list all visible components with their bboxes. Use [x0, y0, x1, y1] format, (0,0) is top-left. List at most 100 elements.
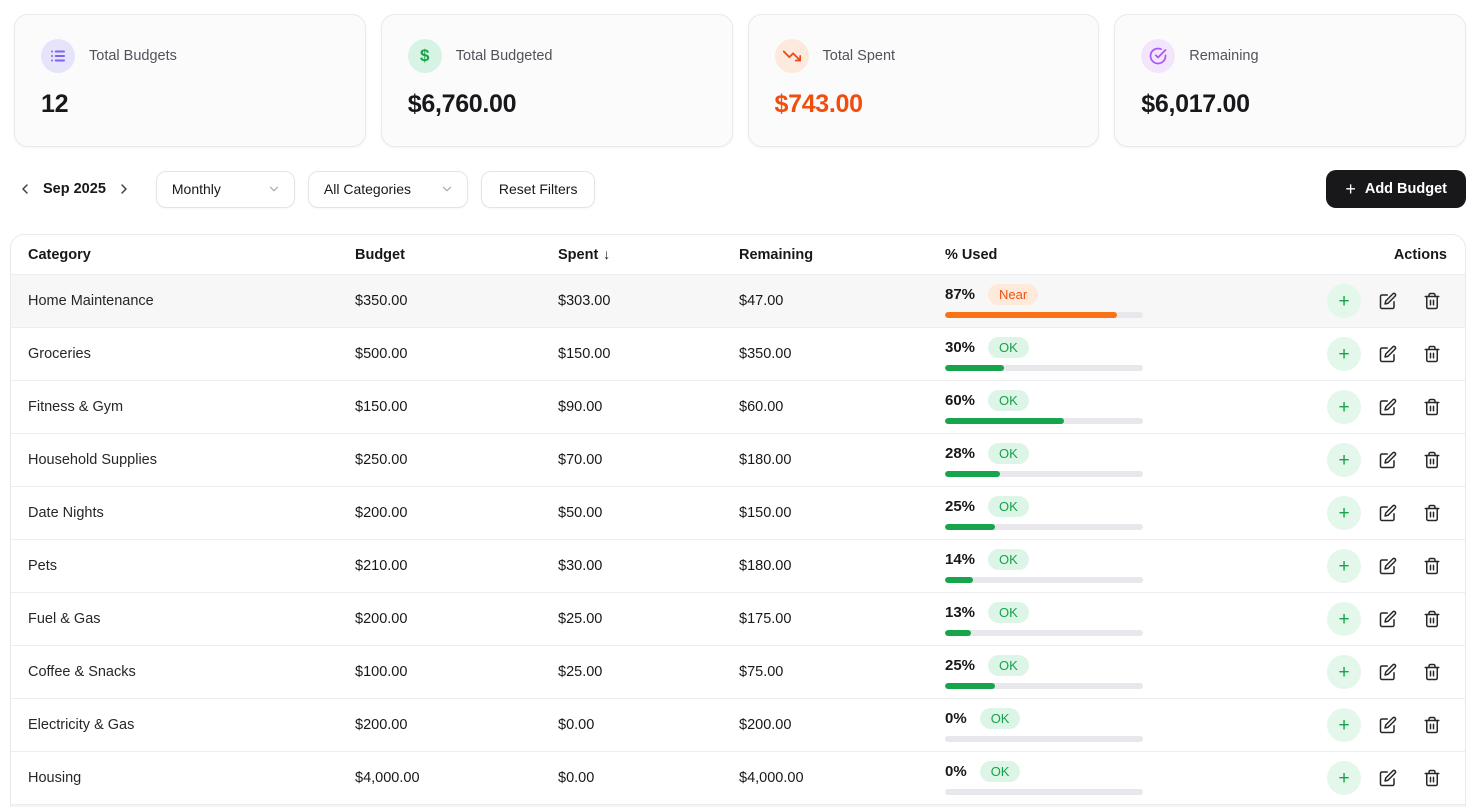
progress-fill: [945, 418, 1064, 424]
budget-table: Category Budget Spent ↓ Remaining % Used …: [10, 234, 1466, 807]
add-expense-button[interactable]: +: [1327, 390, 1361, 424]
percent-used-value: 25%: [945, 657, 976, 674]
edit-icon: [1379, 769, 1397, 787]
stat-cards: Total Budgets 12 $ Total Budgeted $6,760…: [0, 0, 1477, 147]
prev-month-button[interactable]: [14, 178, 36, 200]
row-actions: +: [1321, 496, 1465, 530]
add-expense-button[interactable]: +: [1327, 761, 1361, 795]
used-cell: 13% OK: [945, 602, 1321, 636]
add-expense-button[interactable]: +: [1327, 602, 1361, 636]
card-label: Total Budgeted: [455, 48, 553, 64]
edit-icon: [1379, 345, 1397, 363]
category-select[interactable]: All Categories: [307, 170, 468, 208]
table-row[interactable]: Home Maintenance $350.00 $303.00 $47.00 …: [11, 274, 1465, 327]
remaining-cell: $350.00: [739, 346, 792, 362]
delete-budget-button[interactable]: [1415, 443, 1449, 477]
delete-budget-button[interactable]: [1415, 284, 1449, 318]
edit-budget-button[interactable]: [1371, 337, 1405, 371]
table-row[interactable]: Fuel & Gas $200.00 $25.00 $175.00 13% OK…: [11, 592, 1465, 645]
delete-budget-button[interactable]: [1415, 496, 1449, 530]
row-actions: +: [1321, 549, 1465, 583]
month-label: Sep 2025: [43, 181, 106, 197]
edit-budget-button[interactable]: [1371, 443, 1405, 477]
used-cell: 87% Near: [945, 284, 1321, 318]
period-select[interactable]: Monthly: [155, 170, 295, 208]
card-value: $743.00: [774, 90, 864, 118]
card-value: $6,017.00: [1141, 90, 1250, 118]
edit-icon: [1379, 716, 1397, 734]
percent-used-value: 60%: [945, 392, 976, 409]
edit-budget-button[interactable]: [1371, 655, 1405, 689]
used-cell: 25% OK: [945, 496, 1321, 530]
budget-cell: $500.00: [355, 346, 408, 362]
chevron-down-icon: [269, 186, 278, 192]
row-actions: +: [1321, 761, 1465, 795]
trash-icon: [1424, 716, 1440, 734]
add-expense-button[interactable]: +: [1327, 284, 1361, 318]
spent-cell: $25.00: [558, 611, 603, 627]
status-badge: OK: [988, 390, 1029, 411]
table-row[interactable]: Pets $210.00 $30.00 $180.00 14% OK +: [11, 539, 1465, 592]
column-header-spent[interactable]: Spent ↓: [558, 246, 611, 263]
budget-cell: $200.00: [355, 505, 408, 521]
progress-track: [945, 736, 1143, 742]
progress-fill: [945, 630, 971, 636]
status-badge: OK: [988, 496, 1029, 517]
card-value: $6,760.00: [407, 90, 517, 118]
delete-budget-button[interactable]: [1415, 337, 1449, 371]
status-badge: OK: [988, 655, 1029, 676]
add-expense-button[interactable]: +: [1327, 443, 1361, 477]
edit-budget-button[interactable]: [1371, 390, 1405, 424]
table-row[interactable]: Housing $4,000.00 $0.00 $4,000.00 0% OK …: [11, 751, 1465, 804]
table-row[interactable]: Household Supplies $250.00 $70.00 $180.0…: [11, 433, 1465, 486]
add-expense-button[interactable]: +: [1327, 655, 1361, 689]
row-actions: +: [1321, 602, 1465, 636]
card-total-budgeted: $ Total Budgeted $6,760.00: [380, 14, 733, 147]
chevron-left-icon: [22, 184, 28, 194]
trending-down-icon: [774, 39, 809, 73]
add-budget-button[interactable]: + Add Budget: [1326, 170, 1466, 208]
next-month-button[interactable]: [113, 178, 135, 200]
table-row[interactable]: Fitness & Gym $150.00 $90.00 $60.00 60% …: [11, 380, 1465, 433]
budget-cell: $250.00: [355, 452, 408, 468]
reset-filters-button[interactable]: Reset Filters: [480, 170, 596, 208]
progress-track: [945, 312, 1143, 318]
table-row[interactable]: Groceries $500.00 $150.00 $350.00 30% OK…: [11, 327, 1465, 380]
delete-budget-button[interactable]: [1415, 655, 1449, 689]
delete-budget-button[interactable]: [1415, 549, 1449, 583]
edit-budget-button[interactable]: [1371, 708, 1405, 742]
spent-cell: $50.00: [558, 505, 603, 521]
progress-track: [945, 683, 1143, 689]
delete-budget-button[interactable]: [1415, 390, 1449, 424]
table-row[interactable]: Date Nights $200.00 $50.00 $150.00 25% O…: [11, 486, 1465, 539]
budget-cell: $350.00: [355, 293, 408, 309]
add-expense-button[interactable]: +: [1327, 549, 1361, 583]
table-row[interactable]: Electricity & Gas $200.00 $0.00 $200.00 …: [11, 698, 1465, 751]
month-navigator: Sep 2025: [14, 178, 135, 200]
edit-budget-button[interactable]: [1371, 496, 1405, 530]
percent-used-value: 30%: [945, 339, 976, 356]
card-total-spent: Total Spent $743.00: [747, 14, 1100, 147]
edit-budget-button[interactable]: [1371, 761, 1405, 795]
chevron-right-icon: [121, 184, 127, 194]
used-cell: 0% OK: [945, 761, 1321, 795]
delete-budget-button[interactable]: [1415, 761, 1449, 795]
edit-budget-button[interactable]: [1371, 549, 1405, 583]
progress-fill: [945, 577, 973, 583]
table-row[interactable]: Coffee & Snacks $100.00 $25.00 $75.00 25…: [11, 645, 1465, 698]
add-expense-button[interactable]: +: [1327, 496, 1361, 530]
status-badge: OK: [979, 761, 1021, 782]
category-select-value: All Categories: [323, 181, 412, 197]
category-cell: Household Supplies: [28, 452, 157, 468]
edit-budget-button[interactable]: [1371, 284, 1405, 318]
edit-icon: [1379, 557, 1397, 575]
category-cell: Fitness & Gym: [28, 399, 124, 415]
delete-budget-button[interactable]: [1415, 708, 1449, 742]
add-expense-button[interactable]: +: [1327, 337, 1361, 371]
progress-track: [945, 418, 1143, 424]
add-expense-button[interactable]: +: [1327, 708, 1361, 742]
table-footer-strip: [11, 804, 1465, 807]
edit-icon: [1379, 451, 1397, 469]
edit-budget-button[interactable]: [1371, 602, 1405, 636]
delete-budget-button[interactable]: [1415, 602, 1449, 636]
